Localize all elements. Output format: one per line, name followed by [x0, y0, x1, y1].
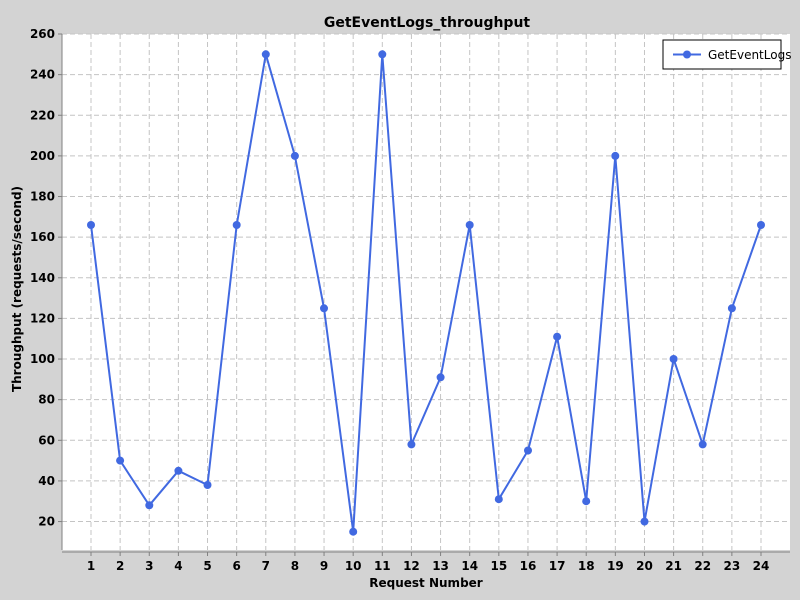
x-tick-label: 16 — [520, 559, 537, 573]
y-tick-label: 20 — [38, 515, 55, 529]
data-point — [494, 495, 503, 504]
x-tick-label: 3 — [145, 559, 153, 573]
legend-marker — [683, 50, 691, 59]
x-tick-label: 11 — [374, 559, 391, 573]
data-point — [669, 355, 678, 363]
y-tick-label: 260 — [30, 27, 55, 41]
data-point — [203, 481, 212, 489]
x-tick-label: 7 — [262, 559, 270, 573]
series-line-0 — [90, 53, 762, 533]
data-point — [640, 517, 649, 526]
data-point — [261, 50, 270, 59]
x-tick-label: 15 — [490, 559, 507, 573]
data-point — [582, 497, 591, 506]
series-layer — [87, 50, 765, 536]
data-point — [524, 446, 532, 455]
data-point — [436, 373, 445, 382]
x-tick-label: 5 — [203, 559, 211, 573]
legend: GetEventLogs — [662, 39, 791, 70]
data-point — [757, 221, 765, 229]
plot-area — [62, 34, 790, 550]
x-tick-label: 1 — [87, 559, 95, 573]
x-tick-label: 6 — [232, 559, 240, 573]
y-tick-label: 60 — [38, 433, 55, 447]
data-point — [116, 456, 125, 465]
x-tick-label: 18 — [578, 559, 595, 573]
data-point — [174, 466, 183, 475]
data-point — [698, 440, 707, 449]
y-tick-label: 40 — [38, 474, 55, 488]
data-point — [553, 332, 562, 341]
x-tick-label: 2 — [116, 559, 124, 573]
x-tick-label: 14 — [461, 559, 478, 573]
legend-label-getevntlogs: GetEventLogs — [708, 48, 791, 62]
x-axis-label: Request Number — [369, 576, 483, 590]
x-tick-label: 20 — [636, 559, 653, 573]
x-tick-label: 10 — [345, 559, 362, 573]
y-axis-ticks: 20 40 60 80 100 120 140 160 180 200 220 240 260 — [30, 27, 62, 529]
data-point — [727, 304, 736, 313]
y-tick-label: 180 — [30, 190, 55, 204]
data-point — [465, 221, 474, 229]
x-tick-label: 24 — [753, 559, 770, 573]
x-tick-label: 21 — [665, 559, 682, 573]
x-tick-label: 17 — [549, 559, 566, 573]
x-tick-label: 9 — [320, 559, 328, 573]
y-tick-label: 80 — [38, 393, 55, 407]
y-tick-label: 120 — [30, 311, 55, 325]
data-point — [87, 221, 95, 229]
chart-title: GetEventLogs_throughput — [324, 15, 531, 31]
y-tick-label: 200 — [30, 149, 55, 163]
y-tick-label: 100 — [30, 352, 55, 366]
y-tick-label: 240 — [30, 68, 55, 82]
data-point — [145, 501, 154, 510]
x-tick-label: 12 — [403, 559, 420, 573]
data-point — [290, 151, 299, 160]
data-point — [378, 50, 387, 59]
x-axis-ticks: 1 2 3 4 5 6 7 8 9 10 11 12 13 14 15 16 17 18 19 20 21 22 23 24 — [87, 552, 770, 573]
x-tick-label: 22 — [694, 559, 711, 573]
y-axis-label: Throughput (requests/second) — [10, 186, 24, 392]
data-point — [611, 151, 620, 160]
data-point — [407, 440, 416, 449]
x-tick-label: 19 — [607, 559, 624, 573]
y-tick-label: 160 — [30, 230, 55, 244]
x-tick-label: 23 — [724, 559, 741, 573]
x-tick-label: 4 — [174, 559, 182, 573]
data-point — [320, 304, 328, 313]
grid — [62, 33, 790, 550]
y-tick-label: 220 — [30, 108, 55, 122]
y-tick-label: 140 — [30, 271, 55, 285]
data-point — [349, 527, 358, 536]
data-point — [232, 221, 241, 229]
x-tick-label: 8 — [291, 559, 299, 573]
x-tick-label: 13 — [432, 559, 449, 573]
axes — [61, 34, 790, 553]
